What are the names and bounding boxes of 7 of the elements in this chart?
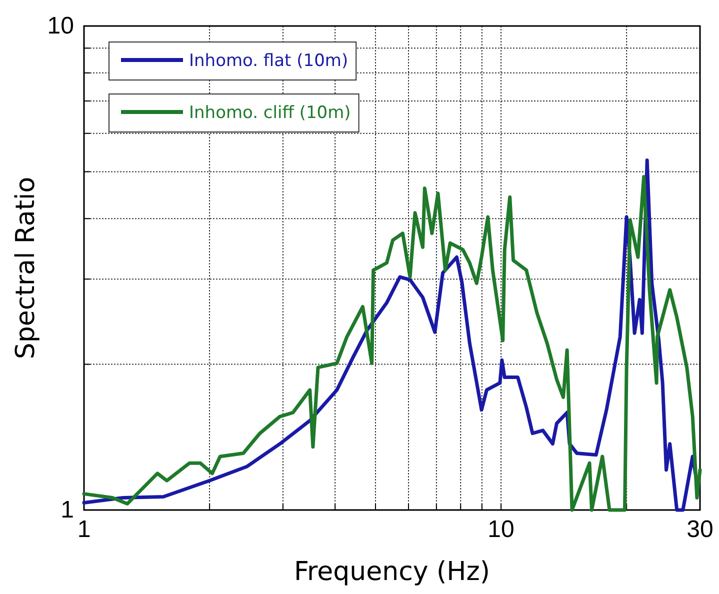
legend-label: Inhomo. flat (10m) (189, 50, 348, 71)
x-tick-label: 10 (488, 516, 514, 544)
x-tick-label: 1 (77, 516, 91, 544)
legend-label: Inhomo. cliff (10m) (189, 102, 351, 123)
x-axis-title: Frequency (Hz) (294, 557, 490, 587)
x-tick-label: 30 (686, 516, 714, 544)
y-axis-title: Spectral Ratio (11, 176, 41, 360)
